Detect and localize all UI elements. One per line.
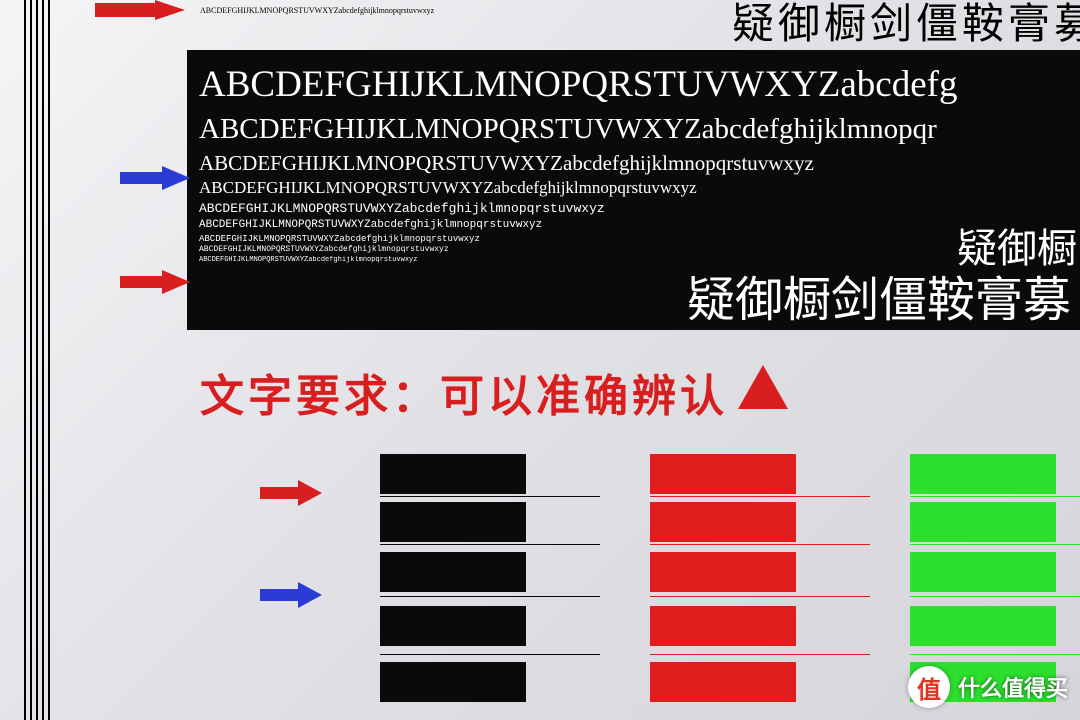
color-block-column: [380, 454, 600, 684]
block-divider-line: [380, 496, 600, 497]
block-segment: [380, 552, 526, 592]
block-segment: [910, 552, 1056, 592]
black-text-panel: ABCDEFGHIJKLMNOPQRSTUVWXYZabcdefgABCDEFG…: [187, 50, 1080, 330]
block-segment: [380, 502, 526, 542]
heading-text: 文字要求：可以准确辨认: [200, 360, 788, 424]
red-arrow-icon: [120, 270, 190, 299]
heading-label: 文字要求：可以准确辨认: [200, 360, 728, 424]
block-divider-line: [650, 544, 870, 545]
block-segment: [910, 502, 1056, 542]
red-triangle-icon: [738, 365, 788, 420]
blue-arrow-icon: [260, 582, 322, 613]
block-divider-line: [380, 654, 600, 655]
block-segment: [910, 454, 1056, 494]
alphabet-line: ABCDEFGHIJKLMNOPQRSTUVWXYZabcdefghijklmn…: [187, 245, 1080, 256]
alphabet-line: ABCDEFGHIJKLMNOPQRSTUVWXYZabcdefghijklmn…: [187, 218, 1080, 233]
block-divider-line: [910, 496, 1080, 497]
alphabet-line: ABCDEFGHIJKLMNOPQRSTUVWXYZabcdefghijklmn…: [187, 200, 1080, 218]
watermark-text: 什么值得买: [958, 671, 1068, 703]
block-segment: [380, 606, 526, 646]
block-divider-line: [650, 596, 870, 597]
watermark-circle-icon: 值: [908, 666, 950, 708]
block-divider-line: [380, 544, 600, 545]
blue-arrow-icon: [120, 166, 190, 195]
block-divider-line: [910, 654, 1080, 655]
block-segment: [380, 454, 526, 494]
alphabet-lines-container: ABCDEFGHIJKLMNOPQRSTUVWXYZabcdefgABCDEFG…: [187, 60, 1080, 265]
block-segment: [650, 454, 796, 494]
block-segment: [650, 662, 796, 702]
alphabet-line: ABCDEFGHIJKLMNOPQRSTUVWXYZabcdefg: [187, 60, 1080, 110]
page-root: ABCDEFGHIJKLMNOPQRSTUVWXYZabcdefghijklmn…: [0, 0, 1080, 720]
top-alphabet-tiny: ABCDEFGHIJKLMNOPQRSTUVWXYZabcdefghijklmn…: [200, 6, 434, 15]
block-divider-line: [910, 596, 1080, 597]
top-chinese-text: 疑御橱剑僵鞍膏募: [732, 0, 1080, 51]
color-block-column: [650, 454, 870, 684]
chinese-sample-text: 疑御橱剑僵鞍膏募: [687, 260, 1071, 330]
block-divider-line: [910, 544, 1080, 545]
block-divider-line: [650, 654, 870, 655]
watermark: 值 什么值得买: [908, 666, 1068, 708]
block-segment: [650, 606, 796, 646]
alphabet-line: ABCDEFGHIJKLMNOPQRSTUVWXYZabcdefghijklmn…: [187, 233, 1080, 245]
block-segment: [650, 502, 796, 542]
block-segment: [380, 662, 526, 702]
block-segment: [910, 606, 1056, 646]
block-segment: [650, 552, 796, 592]
block-divider-line: [380, 596, 600, 597]
block-divider-line: [650, 496, 870, 497]
alphabet-line: ABCDEFGHIJKLMNOPQRSTUVWXYZabcdefghijklmn…: [187, 149, 1080, 177]
alphabet-line: ABCDEFGHIJKLMNOPQRSTUVWXYZabcdefghijklmn…: [187, 110, 1080, 149]
left-border-lines: [0, 0, 52, 720]
alphabet-line: ABCDEFGHIJKLMNOPQRSTUVWXYZabcdefghijklmn…: [187, 177, 1080, 200]
color-block-column: [910, 454, 1080, 684]
red-arrow-icon: [260, 480, 322, 511]
top-red-arrow-icon: [95, 0, 185, 25]
